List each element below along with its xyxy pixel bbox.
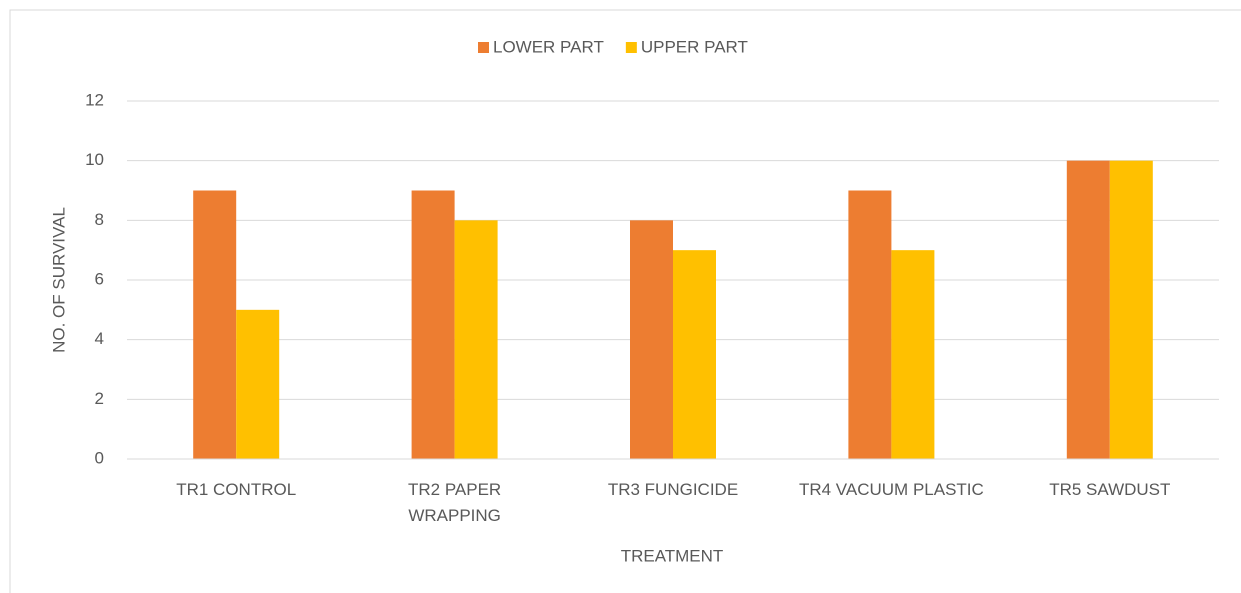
- bar: [891, 250, 935, 459]
- y-tick-label: 2: [95, 389, 104, 408]
- y-tick-label: 4: [95, 329, 104, 348]
- legend-swatch: [478, 42, 489, 53]
- x-tick-label: TR1 CONTROL: [176, 480, 297, 499]
- bar: [193, 190, 237, 459]
- x-tick-label: TR5 SAWDUST: [1049, 480, 1171, 499]
- x-tick-label: TR3 FUNGICIDE: [607, 480, 739, 499]
- legend-label: UPPER PART: [641, 37, 748, 56]
- bar: [236, 309, 280, 459]
- x-tick-label: TR2 PAPER WRAPPING: [407, 480, 502, 525]
- bar: [673, 250, 716, 459]
- y-tick-label: 0: [95, 448, 104, 467]
- y-axis-title: NO. OF SURVIVAL: [49, 207, 68, 353]
- x-tick-label: TR4 VACUUM PLASTIC: [798, 480, 984, 499]
- y-tick-label: 8: [95, 210, 104, 229]
- bar: [1109, 160, 1153, 459]
- y-tick-label: 12: [85, 90, 104, 109]
- chart-border: [9, 9, 1241, 593]
- x-axis-title: TREATMENT: [621, 546, 724, 565]
- bar: [848, 190, 892, 459]
- bar: [630, 220, 673, 459]
- bar: [454, 220, 498, 459]
- legend-swatch: [625, 42, 637, 53]
- bar: [1066, 160, 1110, 459]
- bar: [411, 190, 455, 459]
- legend-label: LOWER PART: [493, 37, 604, 56]
- y-tick-label: 10: [85, 150, 104, 169]
- y-tick-label: 6: [95, 269, 104, 288]
